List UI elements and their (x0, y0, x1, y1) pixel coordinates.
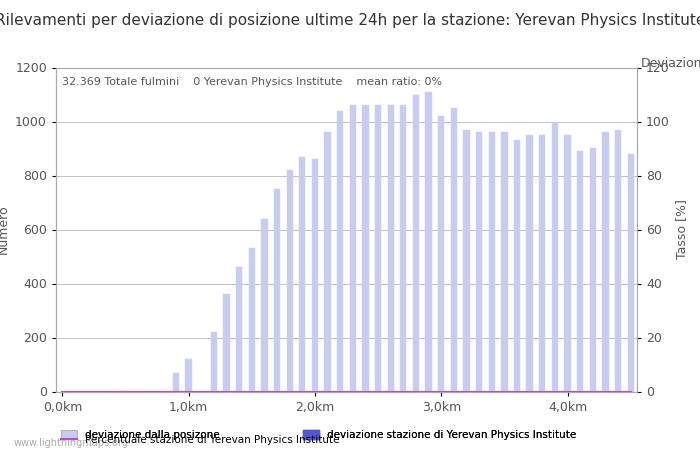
Bar (363, 105, 369, 392)
Bar (248, 248, 255, 392)
Bar (186, 359, 192, 392)
Bar (476, 132, 482, 392)
Bar (426, 92, 432, 392)
Bar (539, 135, 545, 392)
Y-axis label: Numero: Numero (0, 205, 10, 254)
Bar (463, 130, 470, 392)
Bar (489, 132, 495, 392)
Bar (615, 130, 621, 392)
Bar (337, 111, 343, 392)
Bar (552, 122, 558, 392)
Text: www.lightningmaps.org: www.lightningmaps.org (14, 438, 129, 448)
Text: 32.369 Totale fulmini    0 Yerevan Physics Institute    mean ratio: 0%: 32.369 Totale fulmini 0 Yerevan Physics … (62, 77, 442, 87)
Bar (438, 116, 444, 392)
Bar (211, 332, 217, 392)
Y-axis label: Tasso [%]: Tasso [%] (676, 199, 689, 260)
Bar (564, 135, 570, 392)
Bar (413, 94, 419, 392)
Bar (261, 219, 267, 392)
Legend: deviazione dalla posizone, deviazione stazione di Yerevan Physics Institute: deviazione dalla posizone, deviazione st… (61, 430, 576, 440)
Bar (223, 294, 230, 392)
Legend: Percentuale stazione di Yerevan Physics Institute: Percentuale stazione di Yerevan Physics … (61, 435, 340, 445)
Bar (312, 159, 318, 392)
Bar (388, 105, 394, 392)
Bar (400, 105, 407, 392)
Bar (514, 140, 520, 392)
Bar (236, 267, 242, 392)
Bar (602, 132, 608, 392)
Bar (274, 189, 280, 392)
Bar (501, 132, 508, 392)
Bar (451, 108, 457, 392)
Bar (350, 105, 356, 392)
Bar (286, 170, 293, 392)
Bar (526, 135, 533, 392)
Bar (627, 154, 634, 392)
Text: Deviazioni: Deviazioni (640, 57, 700, 70)
Bar (324, 132, 330, 392)
Bar (589, 148, 596, 392)
Text: Rilevamenti per deviazione di posizione ultime 24h per la stazione: Yerevan Phys: Rilevamenti per deviazione di posizione … (0, 14, 700, 28)
Bar (577, 151, 583, 392)
Bar (299, 157, 305, 392)
Bar (375, 105, 382, 392)
Bar (173, 373, 179, 392)
